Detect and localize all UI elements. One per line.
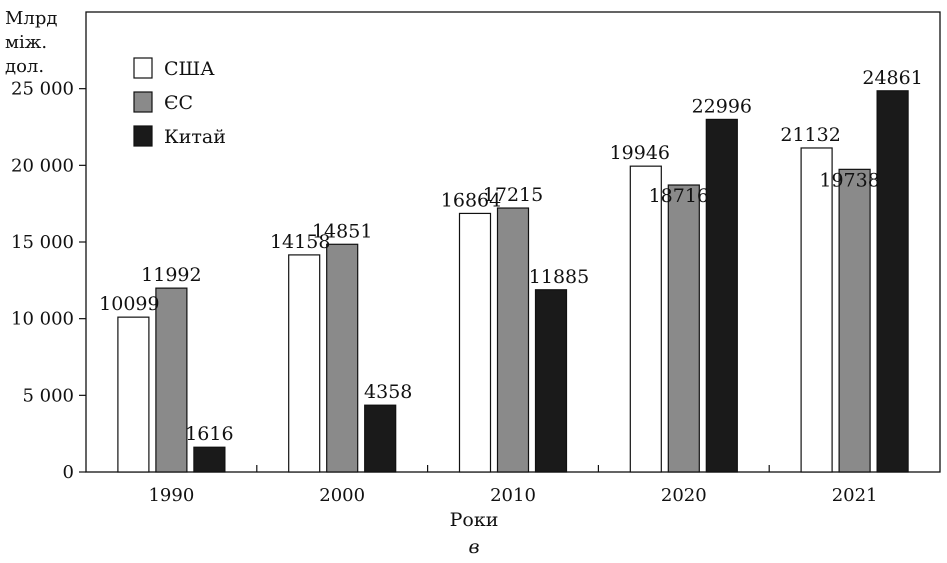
bar: [117, 316, 150, 473]
data-label: 17215: [483, 184, 543, 206]
legend: США ЄС Китай: [133, 57, 226, 148]
data-label: 21132: [780, 124, 840, 146]
bar: [838, 168, 871, 473]
bar: [705, 118, 738, 473]
data-label: 24861: [862, 67, 922, 89]
y-tick-label: 25 000: [11, 79, 74, 100]
legend-swatch: [133, 57, 153, 79]
data-label: 14158: [270, 231, 330, 253]
y-axis-title-line: між.: [5, 32, 47, 53]
x-axis-ticks: 1990 2000 2010 2020 2021: [148, 465, 878, 506]
data-label: 1616: [185, 423, 233, 445]
x-axis-title: Роки: [450, 509, 499, 531]
legend-swatch: [133, 125, 153, 147]
bar: [496, 207, 530, 473]
bar: [876, 90, 909, 473]
x-tick-label: 1990: [148, 485, 194, 506]
y-tick-label: 5 000: [22, 385, 74, 406]
legend-label: США: [164, 58, 215, 80]
bar: [288, 254, 321, 473]
figure-subcaption: в: [468, 536, 479, 558]
x-tick-label: 2020: [661, 485, 707, 506]
data-label: 11885: [529, 266, 589, 288]
x-tick-label: 2021: [832, 485, 878, 506]
bar: [458, 212, 492, 473]
y-axis-title-line: Млрд: [5, 8, 57, 29]
y-tick-label: 20 000: [11, 155, 74, 176]
data-label: 4358: [364, 381, 412, 403]
legend-label: Китай: [164, 126, 226, 148]
data-label: 22996: [692, 95, 752, 117]
data-label: 19738: [819, 169, 879, 191]
data-label: 14851: [312, 220, 372, 242]
y-tick-label: 10 000: [11, 309, 74, 330]
legend-swatch: [133, 91, 153, 113]
bar: [800, 147, 833, 473]
data-label: 10099: [99, 293, 159, 315]
legend-label: ЄС: [164, 92, 193, 114]
y-tick-label: 0: [63, 462, 74, 483]
y-axis-title-line: дол.: [5, 56, 44, 77]
bar: [155, 287, 188, 473]
bar: [667, 184, 700, 473]
x-tick-label: 2010: [490, 485, 536, 506]
bar: [193, 446, 226, 473]
data-label: 11992: [141, 264, 201, 286]
x-tick-label: 2000: [319, 485, 365, 506]
y-tick-label: 15 000: [11, 232, 74, 253]
y-axis-ticks: 0 5 000 10 000 15 000 20 000 25 000: [11, 79, 86, 483]
bar: [364, 404, 397, 473]
bar: [629, 165, 662, 473]
bars: [117, 90, 909, 473]
y-axis-title: Млрд між. дол.: [5, 8, 57, 77]
bar: [534, 289, 568, 473]
bar: [326, 243, 359, 473]
data-label: 19946: [610, 142, 670, 164]
data-label: 18716: [649, 185, 709, 207]
data-label: 16864: [441, 189, 501, 211]
